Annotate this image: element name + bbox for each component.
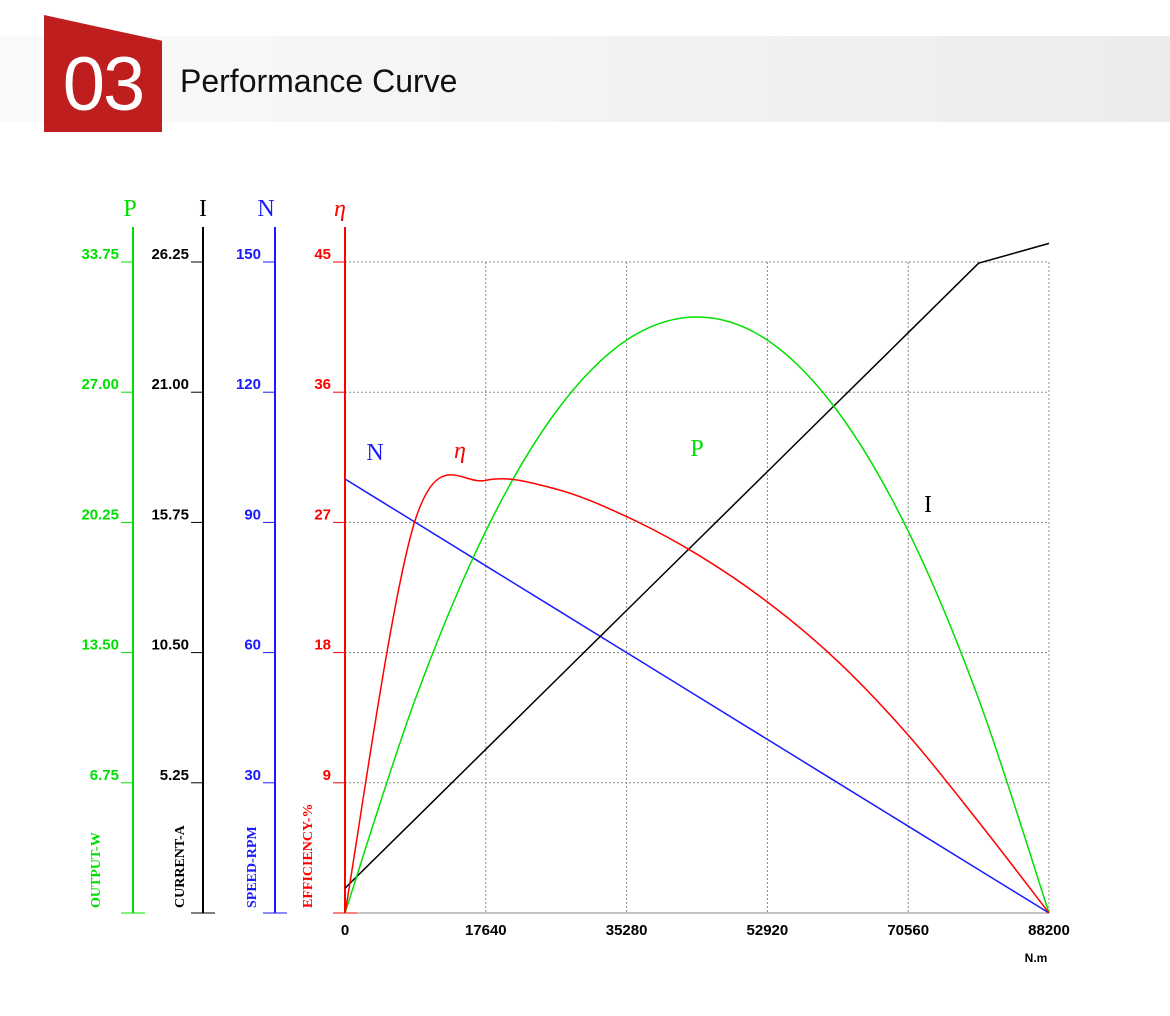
header-band [0,36,1170,122]
x-tick-label: 70560 [887,922,929,939]
y-tick-label-P: 27.00 [81,376,119,393]
y-tick-label-eta: 36 [314,376,331,393]
axis-symbol-eta: η [334,196,346,222]
series-line-P [344,316,1050,914]
series-label-N: N [366,440,383,466]
series-line-N [344,478,1050,914]
y-tick-label-P: 33.75 [81,246,119,263]
y-tick-label-N: 30 [244,767,261,784]
series-line-I [344,242,1050,889]
y-tick-label-P: 20.25 [81,506,119,523]
y-tick-label-N: 60 [244,637,261,654]
series-label-eta: η [454,438,466,464]
y-tick-label-N: 120 [236,376,261,393]
x-axis-unit: N.m [1025,951,1048,965]
y-tick-label-I: 5.25 [160,767,189,784]
axis-title-P: OUTPUT-W [89,832,104,908]
y-tick-label-eta: 9 [323,767,331,784]
axis-symbol-P: P [123,196,136,222]
y-tick-label-N: 90 [244,506,261,523]
y-tick-label-eta: 45 [314,246,331,263]
y-tick-label-eta: 27 [314,506,331,523]
y-tick-label-I: 10.50 [151,637,189,654]
y-tick-label-I: 26.25 [151,246,189,263]
section-number: 03 [62,42,146,127]
series-label-I: I [924,492,932,518]
x-tick-label: 52920 [747,922,789,939]
y-tick-label-eta: 18 [314,637,331,654]
x-tick-label: 88200 [1028,922,1070,939]
axis-title-N: SPEED-RPM [245,826,260,908]
axis-symbol-I: I [199,196,207,222]
y-tick-label-I: 21.00 [151,376,189,393]
section-title: Performance Curve [180,63,458,99]
series-line-eta [344,474,1050,914]
axis-title-eta: EFFICIENCY-% [301,804,316,909]
x-tick-label: 17640 [465,922,507,939]
axis-symbol-N: N [257,196,274,222]
y-tick-label-P: 13.50 [81,637,119,654]
x-tick-label: 35280 [606,922,648,939]
axis-title-I: CURRENT-A [173,824,188,908]
x-tick-label: 0 [341,922,349,939]
y-tick-label-N: 150 [236,246,261,263]
series-label-P: P [690,436,703,462]
y-tick-label-P: 6.75 [90,767,119,784]
y-tick-label-I: 15.75 [151,506,189,523]
